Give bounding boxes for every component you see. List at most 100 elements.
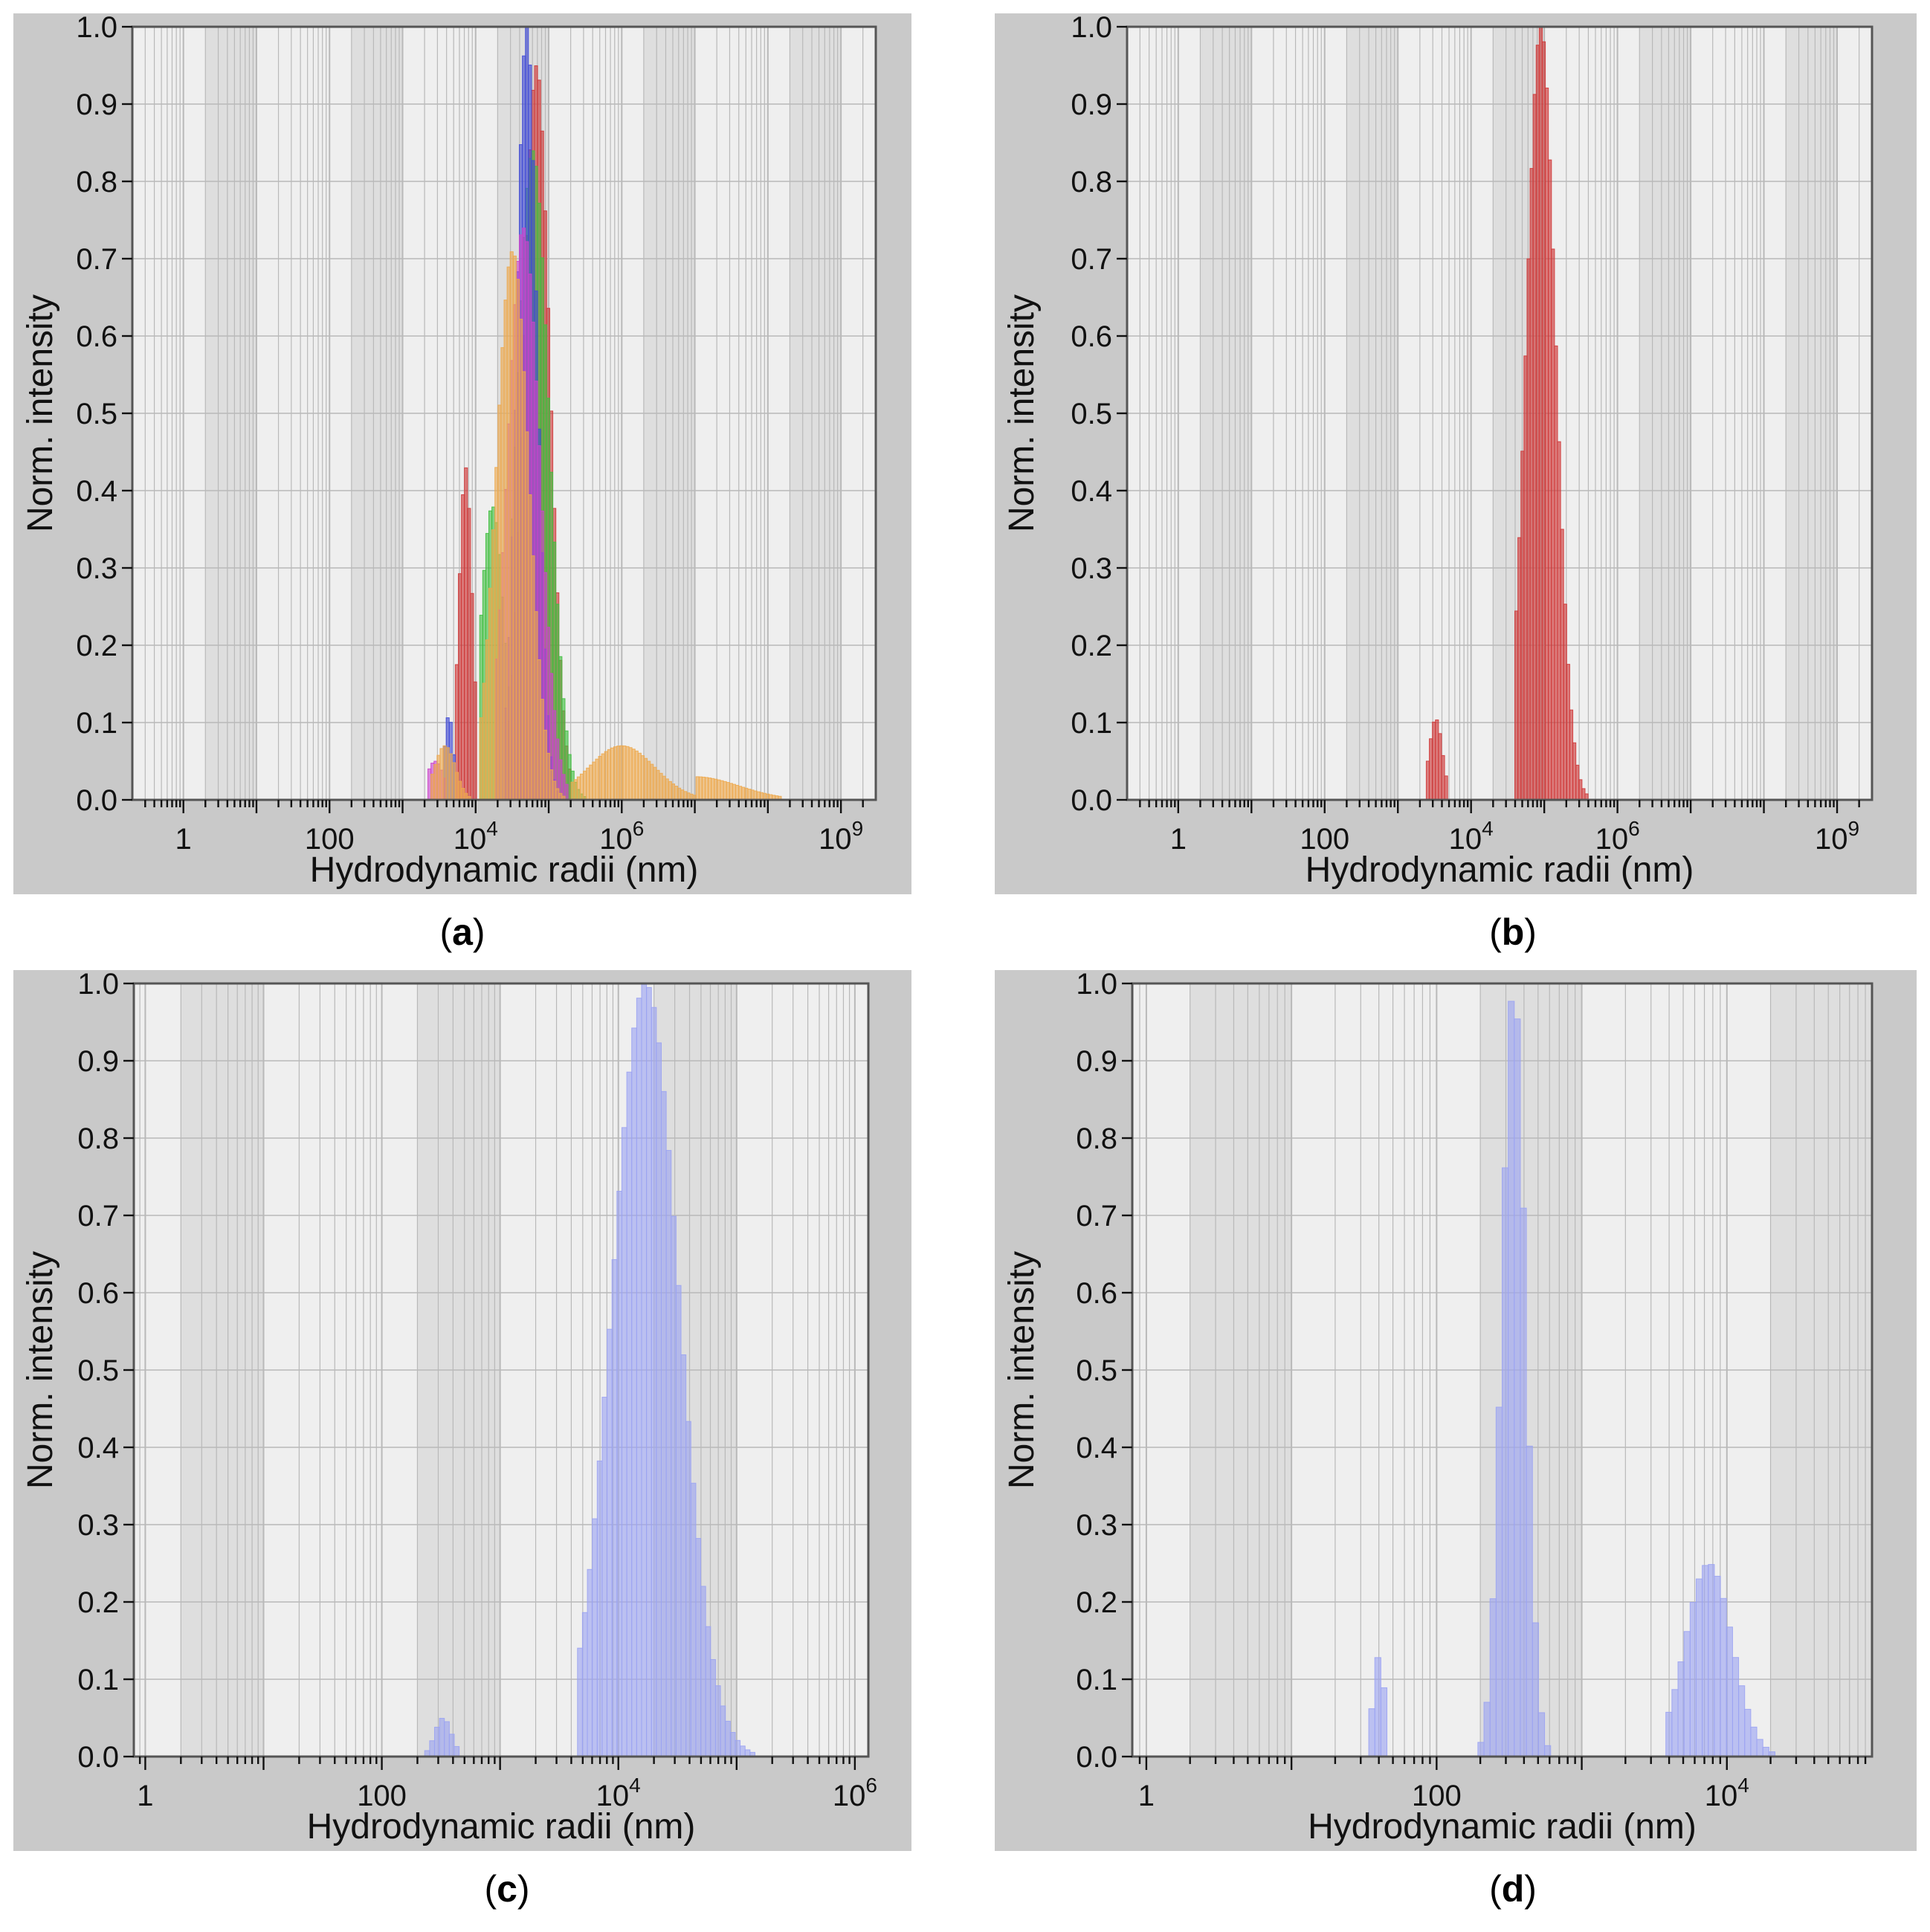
- y-tick-label: 0.3: [1071, 552, 1112, 585]
- chart-panel-c: 1 100 104 106 0.0 0.1 0.2 0.3 0.4 0.5 0.6 0.7 0.8 0.9…: [13, 970, 911, 1851]
- y-tick-label: 0.2: [76, 630, 117, 662]
- bar: [1514, 610, 1519, 801]
- bar: [698, 776, 703, 801]
- y-tick-label: 0.0: [77, 1741, 119, 1774]
- x-tick-label: 1: [137, 1780, 153, 1812]
- bar: [464, 467, 468, 801]
- y-tick-label: 0.6: [76, 320, 117, 353]
- y-tick-label: 0.7: [76, 243, 117, 276]
- bar: [564, 784, 569, 801]
- x-tick-label: 100: [1412, 1780, 1462, 1812]
- bar: [540, 699, 544, 801]
- bar: [458, 781, 462, 801]
- bar: [1520, 450, 1525, 801]
- bar: [454, 772, 459, 801]
- bar: [1529, 168, 1534, 801]
- bar: [616, 746, 621, 801]
- bar: [458, 573, 462, 801]
- x-tick-exp: 9: [1847, 817, 1859, 840]
- bar: [1726, 1626, 1733, 1757]
- grid-lines: [134, 983, 868, 1757]
- bar: [482, 682, 486, 801]
- bar: [1683, 1631, 1691, 1757]
- chart-panel-b: 1 100 104 106 109 0.0 0.1 0.2 0.3 0.4 0.5 0.6 0.7 0.8…: [995, 13, 1917, 894]
- bar: [680, 1354, 687, 1757]
- bar: [653, 766, 657, 801]
- bar: [732, 784, 736, 801]
- y-tick-label: 0.4: [77, 1432, 119, 1464]
- bar: [515, 279, 520, 801]
- x-tick-exp: 6: [865, 1774, 877, 1797]
- bar: [448, 1734, 455, 1757]
- bar: [661, 1091, 667, 1757]
- bar: [651, 1007, 657, 1757]
- bar: [700, 1586, 706, 1757]
- bar: [1569, 709, 1574, 801]
- y-tick-label: 0.5: [1071, 398, 1112, 430]
- bar: [704, 777, 709, 801]
- bar: [738, 786, 743, 801]
- bar: [708, 778, 712, 801]
- bar: [470, 592, 474, 801]
- bar: [1489, 1598, 1497, 1757]
- y-tick-label: 0.7: [77, 1200, 119, 1232]
- bar: [509, 251, 514, 801]
- bar: [636, 998, 642, 1757]
- bar: [1532, 94, 1537, 801]
- x-tick-base: 100: [1300, 823, 1349, 856]
- bar: [1495, 1406, 1503, 1757]
- y-axis-label: Norm. intensity: [1002, 294, 1042, 532]
- y-tick-label: 0.6: [77, 1277, 119, 1310]
- bar: [756, 791, 761, 801]
- x-tick-base: 10: [819, 823, 852, 856]
- y-axis-label: Norm. intensity: [21, 294, 60, 532]
- bar: [710, 1658, 716, 1757]
- x-tick-exp: 4: [1482, 817, 1494, 840]
- bar: [740, 1745, 746, 1757]
- y-tick-label: 0.2: [1071, 630, 1112, 662]
- bar: [543, 729, 547, 801]
- bar: [1566, 664, 1570, 801]
- bar: [680, 789, 685, 801]
- x-tick-base: 100: [305, 823, 355, 856]
- bar: [720, 1705, 726, 1757]
- bar: [503, 300, 508, 801]
- bar: [656, 769, 660, 801]
- chart-caption-a: (a): [439, 911, 485, 953]
- grid-lines: [132, 27, 876, 800]
- bar: [1508, 1001, 1515, 1757]
- y-tick-label: 0.8: [1076, 1122, 1117, 1155]
- bar: [622, 745, 627, 801]
- bar: [1695, 1578, 1703, 1757]
- x-tick-label: 109: [819, 817, 863, 856]
- bar: [531, 555, 535, 801]
- x-tick-label: 109: [1815, 817, 1859, 856]
- bar: [491, 529, 496, 801]
- bar: [1368, 1708, 1375, 1757]
- bar: [674, 786, 679, 801]
- bar: [1544, 1745, 1552, 1757]
- y-tick-label: 0.4: [1076, 1432, 1117, 1464]
- y-tick-label: 0.9: [77, 1045, 119, 1078]
- bar: [586, 767, 590, 801]
- bar: [461, 788, 465, 801]
- bar: [634, 750, 639, 801]
- bar: [583, 770, 587, 801]
- bar: [1477, 1742, 1485, 1757]
- bar: [1429, 738, 1433, 801]
- bar: [610, 747, 615, 801]
- bar: [461, 494, 465, 801]
- y-tick-label: 0.6: [1071, 320, 1112, 353]
- x-tick-label: 100: [357, 1780, 407, 1812]
- bar: [1523, 355, 1528, 801]
- bar: [1517, 537, 1522, 801]
- y-tick-label: 0.3: [1076, 1509, 1117, 1542]
- x-tick-label: 1: [175, 823, 192, 856]
- series-orange: [430, 251, 782, 801]
- bar: [1526, 1445, 1533, 1757]
- bar: [1548, 159, 1552, 801]
- bar: [711, 778, 715, 801]
- bar: [451, 762, 456, 801]
- x-axis-label: Hydrodynamic radii (nm): [307, 1807, 696, 1847]
- bar: [668, 781, 672, 801]
